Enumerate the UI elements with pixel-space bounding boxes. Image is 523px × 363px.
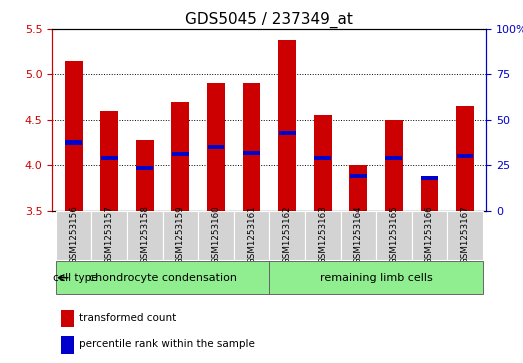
Text: transformed count: transformed count — [79, 313, 176, 323]
Bar — [385, 120, 403, 211]
Bar — [278, 40, 296, 211]
FancyBboxPatch shape — [269, 211, 305, 260]
Text: GSM1253159: GSM1253159 — [176, 206, 185, 264]
Title: GDS5045 / 237349_at: GDS5045 / 237349_at — [186, 12, 353, 28]
Bar — [314, 156, 331, 160]
FancyBboxPatch shape — [56, 211, 92, 260]
Text: GSM1253166: GSM1253166 — [425, 206, 434, 264]
Text: remaining limb cells: remaining limb cells — [320, 273, 433, 283]
Text: GSM1253158: GSM1253158 — [140, 205, 149, 265]
FancyBboxPatch shape — [163, 211, 198, 260]
Bar — [350, 174, 367, 178]
Bar — [349, 165, 367, 211]
Text: chondrocyte condensation: chondrocyte condensation — [88, 273, 236, 283]
Bar — [420, 176, 438, 211]
Bar — [208, 145, 224, 149]
Bar — [61, 310, 74, 327]
Bar — [314, 115, 332, 211]
Bar — [137, 166, 153, 170]
Bar — [207, 83, 225, 211]
Bar — [61, 336, 74, 354]
FancyBboxPatch shape — [269, 261, 483, 294]
FancyBboxPatch shape — [447, 211, 483, 260]
Bar — [243, 151, 260, 155]
Bar — [136, 140, 154, 211]
Bar — [421, 176, 438, 180]
Text: GSM1253167: GSM1253167 — [461, 206, 470, 264]
Text: GSM1253164: GSM1253164 — [354, 206, 363, 264]
Text: GSM1253156: GSM1253156 — [69, 206, 78, 264]
FancyBboxPatch shape — [92, 211, 127, 260]
Bar — [279, 131, 295, 135]
Bar — [457, 154, 473, 158]
Bar — [101, 156, 118, 160]
FancyBboxPatch shape — [127, 211, 163, 260]
Text: cell type: cell type — [53, 273, 98, 283]
FancyBboxPatch shape — [234, 211, 269, 260]
Bar — [100, 111, 118, 211]
Bar — [65, 61, 83, 211]
Text: GSM1253165: GSM1253165 — [390, 206, 399, 264]
FancyBboxPatch shape — [376, 211, 412, 260]
Bar — [172, 152, 189, 156]
Bar — [65, 140, 82, 144]
FancyBboxPatch shape — [412, 211, 447, 260]
Bar — [385, 156, 402, 160]
FancyBboxPatch shape — [340, 211, 376, 260]
FancyBboxPatch shape — [198, 211, 234, 260]
Text: GSM1253163: GSM1253163 — [318, 206, 327, 264]
Text: percentile rank within the sample: percentile rank within the sample — [79, 339, 255, 349]
Bar — [456, 106, 474, 211]
Bar — [243, 83, 260, 211]
Text: GSM1253162: GSM1253162 — [282, 206, 292, 264]
Text: GSM1253161: GSM1253161 — [247, 206, 256, 264]
Text: GSM1253160: GSM1253160 — [211, 206, 221, 264]
FancyBboxPatch shape — [56, 261, 269, 294]
Text: GSM1253157: GSM1253157 — [105, 205, 113, 265]
FancyBboxPatch shape — [305, 211, 340, 260]
Bar — [172, 102, 189, 211]
